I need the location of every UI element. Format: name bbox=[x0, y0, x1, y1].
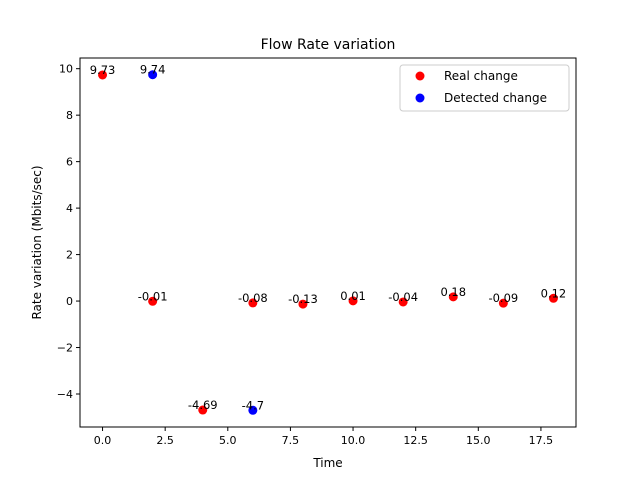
y-tick-label: −4 bbox=[57, 388, 73, 401]
data-point bbox=[98, 70, 108, 80]
x-axis: 0.0 2.5 5.0 7.5 10.0 12.5 15.0 17.5 bbox=[94, 427, 553, 447]
data-point bbox=[248, 298, 258, 308]
y-tick-label: 2 bbox=[66, 249, 73, 262]
data-point-label: 0.01 bbox=[340, 289, 366, 303]
y-axis-label: Rate variation (Mbits/sec) bbox=[30, 165, 44, 319]
y-tick-label: 6 bbox=[66, 156, 73, 169]
legend-marker bbox=[415, 71, 425, 81]
data-point bbox=[198, 405, 208, 415]
data-point bbox=[148, 70, 158, 80]
x-tick-label: 0.0 bbox=[94, 434, 112, 447]
y-tick-label: 10 bbox=[59, 63, 73, 76]
data-point bbox=[548, 293, 558, 303]
data-points: 9.73 -0.01 -4.69 -0.08 -0.13 0.01 -0.04 0.18 -0.… bbox=[90, 63, 567, 415]
y-tick-label: 0 bbox=[66, 295, 73, 308]
chart-title: Flow Rate variation bbox=[261, 37, 396, 53]
data-point bbox=[448, 292, 458, 302]
legend-frame bbox=[399, 64, 570, 112]
data-point-label: 9.74 bbox=[140, 63, 166, 77]
data-point bbox=[398, 297, 408, 307]
data-point-label: -4.69 bbox=[188, 398, 218, 412]
legend-entry: Detected change bbox=[444, 91, 547, 105]
legend: Real change Detected change bbox=[399, 64, 570, 112]
x-tick-label: 15.0 bbox=[466, 434, 491, 447]
data-point bbox=[148, 296, 158, 306]
legend-marker bbox=[415, 93, 425, 103]
data-point bbox=[348, 296, 358, 306]
x-tick-label: 12.5 bbox=[403, 434, 428, 447]
legend-entry: Real change bbox=[444, 69, 518, 83]
y-axis: −4 −2 0 2 4 6 8 10 bbox=[57, 63, 80, 401]
data-point-label: 0.18 bbox=[440, 285, 466, 299]
y-tick-label: −2 bbox=[57, 342, 73, 355]
x-tick-label: 10.0 bbox=[341, 434, 366, 447]
data-point bbox=[248, 405, 258, 415]
x-tick-label: 2.5 bbox=[156, 434, 174, 447]
y-tick-label: 8 bbox=[66, 109, 73, 122]
data-point bbox=[298, 299, 308, 309]
data-point-label: -0.04 bbox=[388, 290, 418, 304]
x-tick-label: 7.5 bbox=[282, 434, 300, 447]
x-tick-label: 5.0 bbox=[219, 434, 237, 447]
plot-area-frame bbox=[79, 57, 577, 428]
data-point-label: -4.7 bbox=[242, 398, 264, 412]
x-tick-label: 17.5 bbox=[529, 434, 554, 447]
data-point-label: -0.08 bbox=[238, 291, 268, 305]
data-point bbox=[498, 298, 508, 308]
data-point-label: -0.13 bbox=[288, 292, 318, 306]
x-axis-label: Time bbox=[312, 456, 342, 470]
data-point-label: -0.09 bbox=[488, 291, 518, 305]
y-tick-label: 4 bbox=[66, 202, 73, 215]
data-point-label: 0.12 bbox=[541, 286, 567, 300]
data-point-label: 9.73 bbox=[90, 63, 116, 77]
data-point-label: -0.01 bbox=[138, 289, 168, 303]
